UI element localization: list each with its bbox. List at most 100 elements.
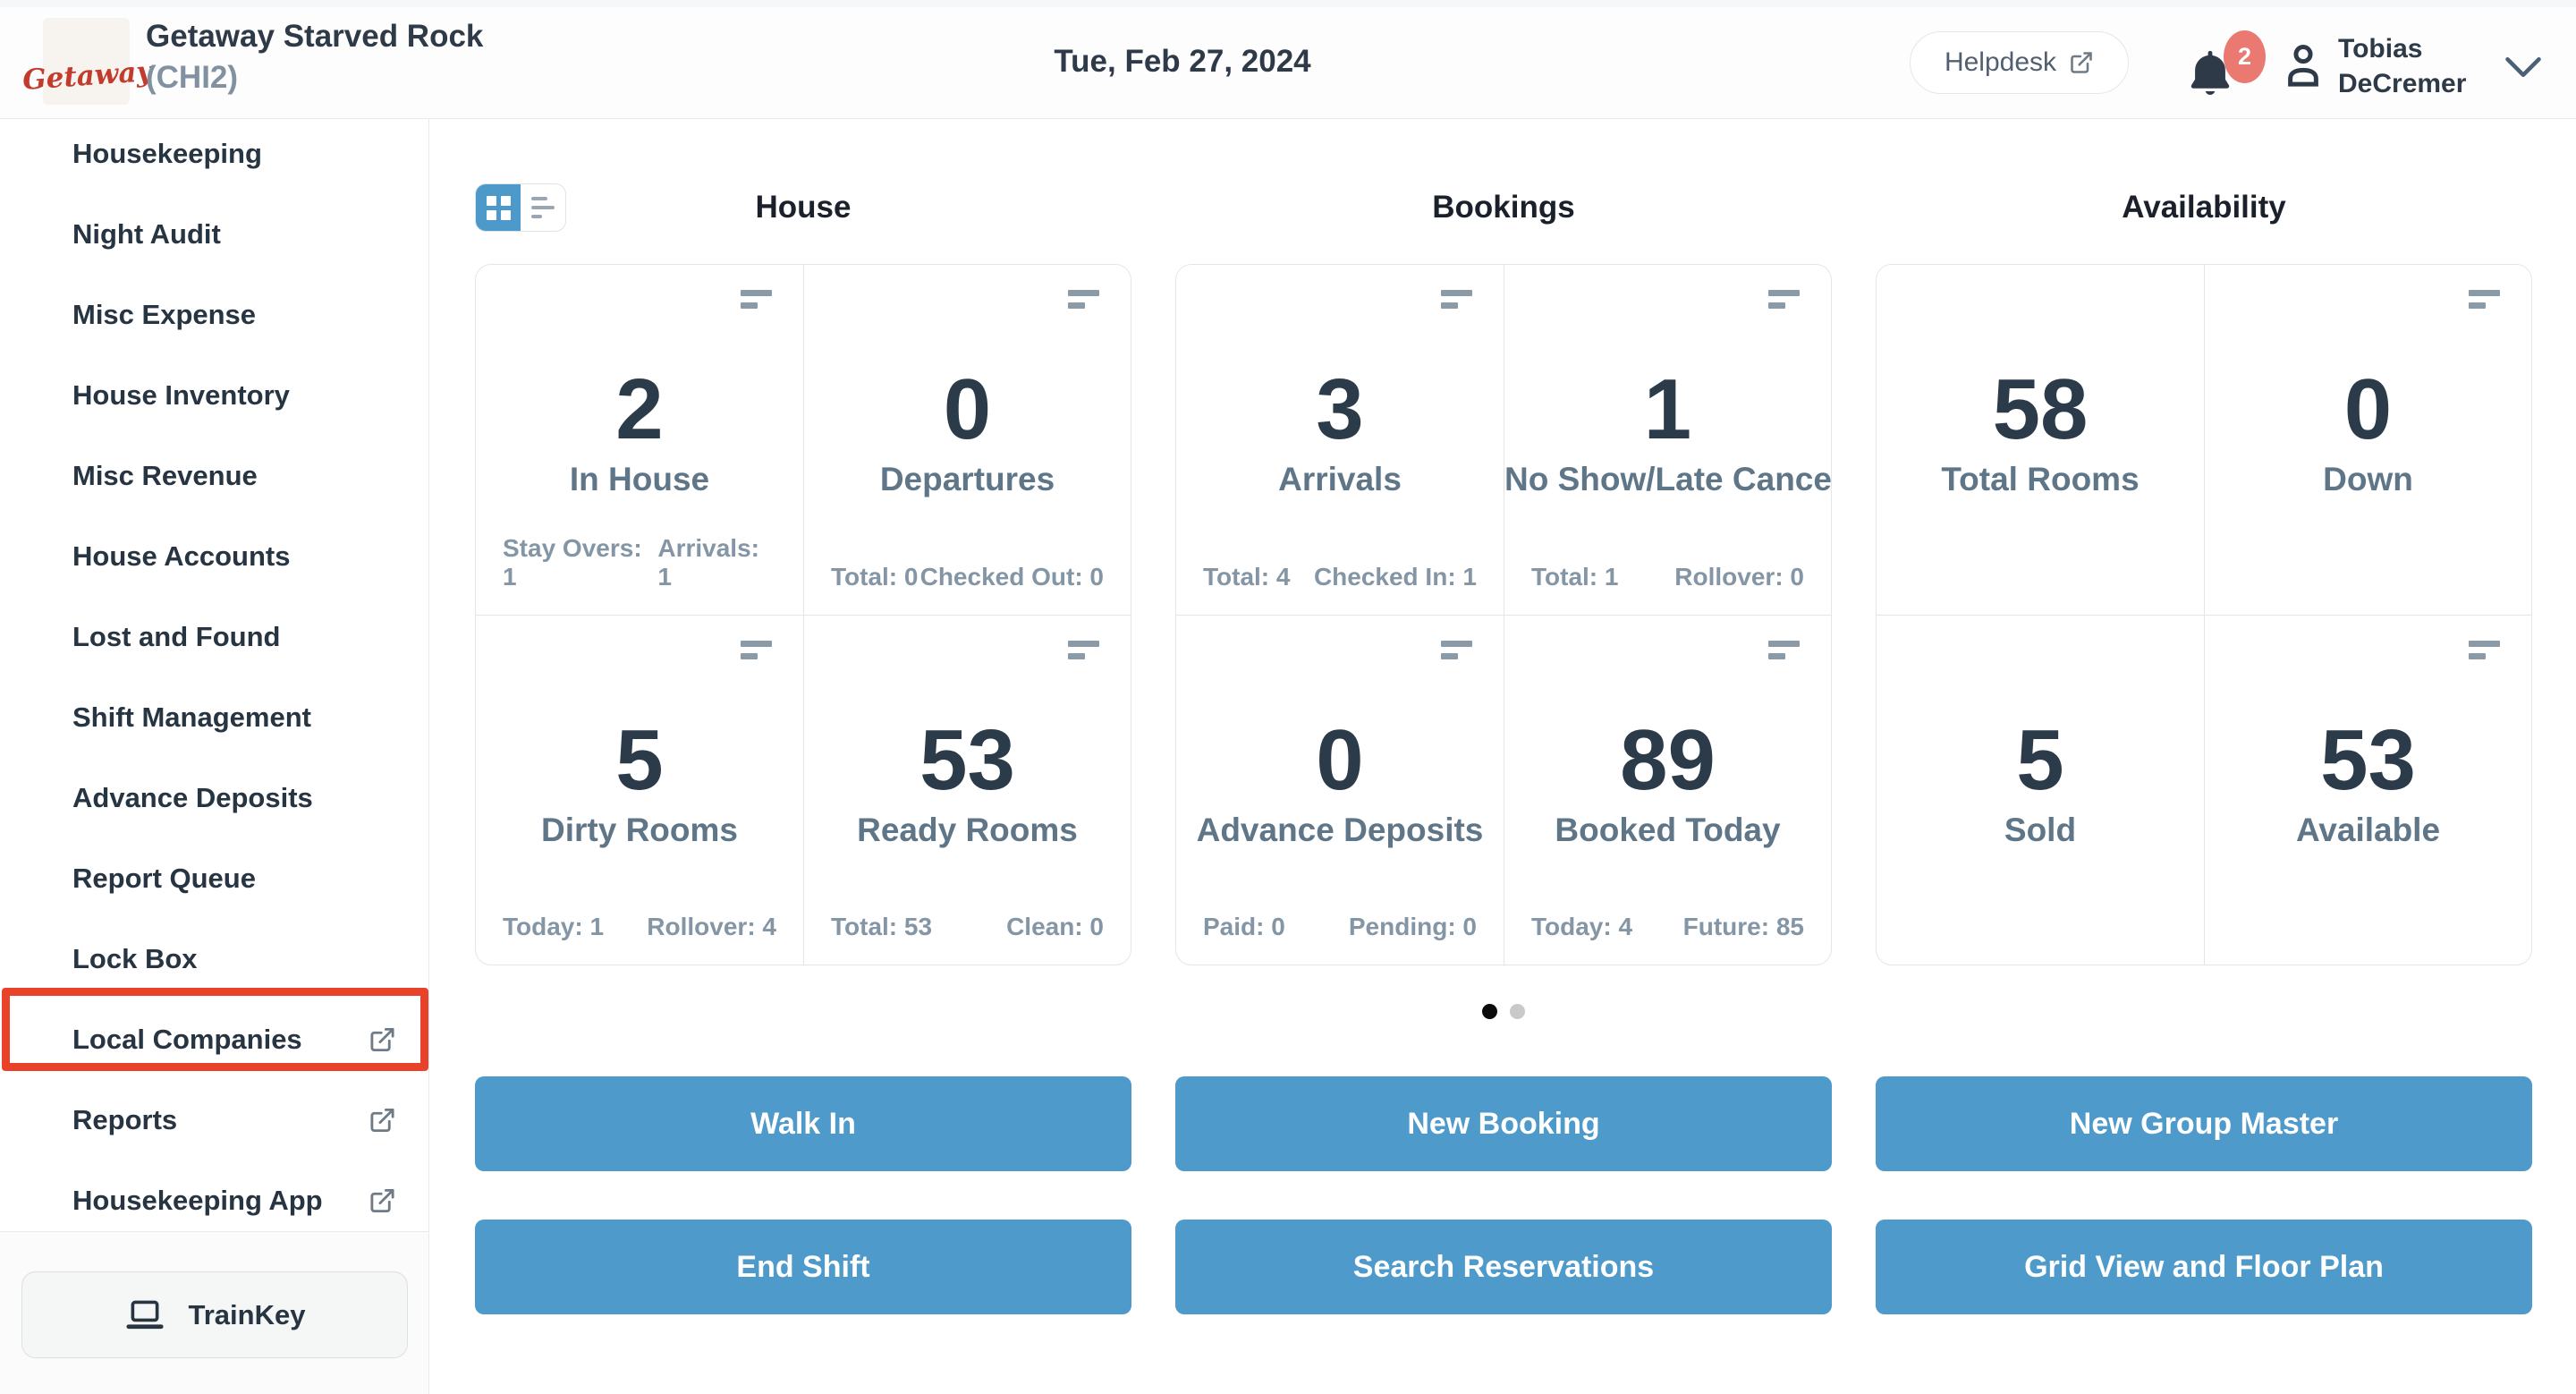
card-menu-icon[interactable]	[1768, 290, 1801, 309]
sidebar-item-night-audit[interactable]: Night Audit	[72, 218, 221, 250]
card-value: 3	[1316, 361, 1364, 457]
bookings-card-group: 3 Arrivals Total: 4 Checked In: 1 1 No S…	[1175, 264, 1832, 965]
card-in-house[interactable]: 2 In House Stay Overs: 1 Arrivals: 1	[476, 265, 803, 615]
card-stats: Total: 1 Rollover: 0	[1531, 563, 1804, 591]
grid-view-button[interactable]	[476, 184, 521, 231]
section-title-house: House	[755, 190, 852, 225]
grid-icon	[486, 195, 511, 220]
sidebar-item-local-companies[interactable]: Local Companies	[0, 1012, 429, 1067]
external-link-icon	[370, 1188, 394, 1213]
card-value: 5	[2016, 712, 2064, 808]
sidebar-item-lock-box[interactable]: Lock Box	[72, 943, 198, 974]
new-booking-button[interactable]: New Booking	[1175, 1076, 1832, 1171]
sidebar-item-shift-management[interactable]: Shift Management	[72, 701, 311, 733]
card-stats: Today: 1 Rollover: 4	[503, 913, 776, 940]
card-menu-icon[interactable]	[741, 290, 773, 309]
list-icon	[531, 197, 555, 218]
sidebar-item-misc-revenue[interactable]: Misc Revenue	[72, 460, 258, 491]
card-stats: Paid: 0 Pending: 0	[1203, 913, 1477, 940]
card-label: Down	[2323, 461, 2413, 497]
user-last-name: DeCremer	[2338, 69, 2467, 98]
search-reservations-button[interactable]: Search Reservations	[1175, 1220, 1832, 1314]
sidebar-item-misc-expense[interactable]: Misc Expense	[72, 299, 257, 330]
card-menu-icon[interactable]	[741, 641, 773, 659]
sidebar-item-lost-and-found[interactable]: Lost and Found	[72, 621, 281, 652]
card-menu-icon[interactable]	[1768, 641, 1801, 659]
list-view-button[interactable]	[521, 184, 565, 231]
card-departures[interactable]: 0 Departures Total: 0 Checked Out: 0	[803, 265, 1131, 615]
external-link-icon	[370, 1027, 394, 1052]
sidebar-item-advance-deposits[interactable]: Advance Deposits	[72, 782, 313, 813]
helpdesk-label: Helpdesk	[1944, 47, 2057, 77]
sidebar-item-housekeeping-app[interactable]: Housekeeping App	[0, 1173, 429, 1228]
grid-view-floor-plan-button[interactable]: Grid View and Floor Plan	[1876, 1220, 2532, 1314]
external-link-icon	[2071, 52, 2092, 73]
notification-count: 2	[2237, 43, 2252, 70]
card-total-rooms[interactable]: 58 Total Rooms	[1877, 265, 2204, 615]
card-menu-icon[interactable]	[2469, 290, 2501, 309]
end-shift-button[interactable]: End Shift	[475, 1220, 1131, 1314]
card-menu-icon[interactable]	[1441, 290, 1473, 309]
card-label: Ready Rooms	[857, 812, 1078, 848]
card-available[interactable]: 53 Available	[2204, 615, 2531, 965]
brand-logo[interactable]: Getaway	[21, 18, 153, 105]
card-arrivals[interactable]: 3 Arrivals Total: 4 Checked In: 1	[1176, 265, 1504, 615]
sidebar-item-house-inventory[interactable]: House Inventory	[72, 379, 290, 411]
sidebar-item-house-accounts[interactable]: House Accounts	[72, 540, 291, 572]
card-booked-today[interactable]: 89 Booked Today Today: 4 Future: 85	[1504, 615, 1831, 965]
sidebar-nav: Housekeeping Night Audit Misc Expense Ho…	[0, 119, 429, 1231]
pagination-dot-1[interactable]	[1482, 1004, 1497, 1019]
new-group-master-button[interactable]: New Group Master	[1876, 1076, 2532, 1171]
card-down[interactable]: 0 Down	[2204, 265, 2531, 615]
section-title-bookings: Bookings	[1432, 190, 1575, 225]
trainkey-button[interactable]: TrainKey	[21, 1271, 408, 1358]
card-value: 53	[919, 712, 1015, 808]
laptop-icon	[125, 1300, 164, 1329]
card-stats: Stay Overs: 1 Arrivals: 1	[503, 534, 759, 591]
helpdesk-button[interactable]: Helpdesk	[1910, 31, 2129, 94]
bell-icon	[2190, 50, 2230, 95]
card-label: In House	[569, 461, 710, 497]
carousel-pagination	[1175, 1004, 1832, 1019]
card-value: 0	[1316, 712, 1364, 808]
card-value: 58	[1992, 361, 2089, 457]
card-stats: Today: 4 Future: 85	[1531, 913, 1804, 940]
sidebar-footer: TrainKey	[0, 1231, 429, 1394]
card-label: Departures	[879, 461, 1055, 497]
card-value: 0	[2343, 361, 2393, 457]
sidebar-item-housekeeping[interactable]: Housekeeping	[72, 138, 262, 169]
card-label: Sold	[2004, 812, 2077, 848]
external-link-icon	[370, 1108, 394, 1133]
card-menu-icon[interactable]	[1441, 641, 1473, 659]
pagination-dot-2[interactable]	[1510, 1004, 1525, 1019]
property-name: Getaway Starved Rock	[146, 19, 484, 54]
user-menu[interactable]: Tobias DeCremer	[2283, 23, 2551, 109]
person-icon	[2288, 45, 2318, 87]
user-name: Tobias DeCremer	[2338, 31, 2466, 101]
card-menu-icon[interactable]	[1068, 290, 1100, 309]
notification-badge: 2	[2224, 30, 2266, 83]
sidebar-item-report-queue[interactable]: Report Queue	[72, 863, 256, 894]
card-advance-deposits[interactable]: 0 Advance Deposits Paid: 0 Pending: 0	[1176, 615, 1504, 965]
card-label: Total Rooms	[1941, 461, 2140, 497]
card-menu-icon[interactable]	[2469, 641, 2501, 659]
card-label: Advance Deposits	[1196, 812, 1484, 848]
card-sold[interactable]: 5 Sold	[1877, 615, 2204, 965]
card-stats: Total: 0 Checked Out: 0	[831, 563, 1104, 591]
card-dirty-rooms[interactable]: 5 Dirty Rooms Today: 1 Rollover: 4	[476, 615, 803, 965]
sidebar-item-reports[interactable]: Reports	[0, 1092, 429, 1148]
chevron-down-icon[interactable]	[2504, 55, 2542, 79]
walk-in-button[interactable]: Walk In	[475, 1076, 1131, 1171]
top-header: Getaway Getaway Starved Rock (CHI2) Tue,…	[0, 7, 2576, 119]
card-value: 53	[2320, 712, 2416, 808]
property-title: Getaway Starved Rock (CHI2)	[146, 16, 483, 98]
page-top-strip	[0, 0, 2576, 7]
card-no-show-late-cancel[interactable]: 1 No Show/Late Cancel Total: 1 Rollover:…	[1504, 265, 1831, 615]
availability-card-group: 58 Total Rooms 0 Down 5 Sold 53 Availabl…	[1876, 264, 2532, 965]
notifications-button[interactable]: 2	[2184, 30, 2283, 107]
card-value: 5	[615, 712, 664, 808]
card-stats: Total: 53 Clean: 0	[831, 913, 1104, 940]
card-ready-rooms[interactable]: 53 Ready Rooms Total: 53 Clean: 0	[803, 615, 1131, 965]
card-stats: Total: 4 Checked In: 1	[1203, 563, 1477, 591]
card-menu-icon[interactable]	[1068, 641, 1100, 659]
